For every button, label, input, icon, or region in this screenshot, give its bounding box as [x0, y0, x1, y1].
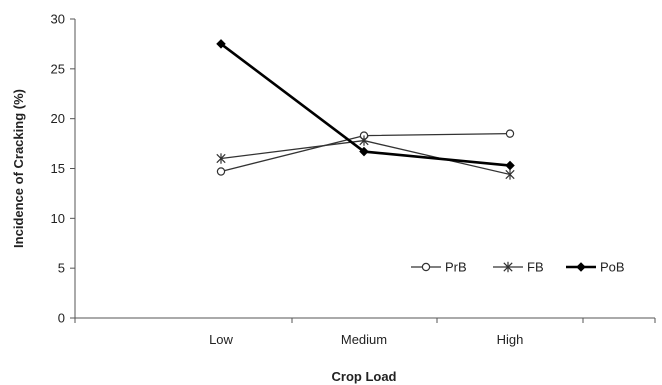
series-pob — [216, 39, 515, 171]
data-point — [216, 153, 226, 164]
y-ticks: 0 5 10 15 20 25 30 — [51, 12, 75, 326]
legend-label: PrB — [445, 260, 467, 275]
data-point — [505, 169, 515, 180]
x-ticks: Low Medium High — [74, 318, 656, 347]
x-axis-title: Crop Load — [332, 369, 397, 384]
y-tick-label: 10 — [51, 211, 65, 226]
data-point — [359, 135, 369, 146]
x-tick-label: Low — [209, 332, 233, 347]
series-line — [220, 139, 511, 176]
legend-item-pob: PoB — [566, 260, 625, 275]
data-point — [503, 261, 513, 273]
y-tick-label: 0 — [58, 311, 65, 326]
y-tick-label: 25 — [51, 61, 65, 76]
legend-label: PoB — [600, 260, 625, 275]
series — [216, 39, 515, 180]
y-tick-label: 20 — [51, 111, 65, 126]
data-point — [421, 262, 431, 272]
y-tick-label: 30 — [51, 12, 65, 27]
legend-item-fb: FB — [493, 260, 544, 275]
y-axis-title: Incidence of Cracking (%) — [11, 89, 26, 248]
legend: PrB FB PoB — [411, 260, 625, 275]
x-tick-label: High — [497, 332, 524, 347]
y-tick-label: 15 — [51, 161, 65, 176]
data-point — [359, 146, 369, 157]
data-point — [216, 39, 226, 49]
series-fb — [216, 135, 515, 180]
data-point — [216, 167, 226, 176]
data-point — [505, 129, 515, 138]
x-tick-label: Medium — [341, 332, 387, 347]
series-line — [220, 42, 511, 167]
data-point — [576, 262, 586, 272]
legend-label: FB — [527, 260, 544, 275]
data-point — [505, 160, 515, 171]
y-tick-label: 5 — [58, 261, 65, 276]
legend-item-prb: PrB — [411, 260, 467, 275]
